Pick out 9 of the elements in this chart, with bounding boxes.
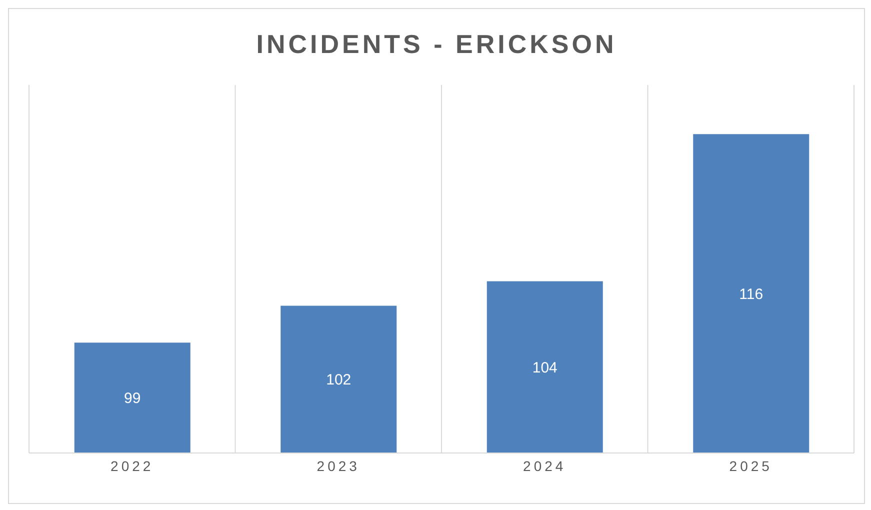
data-label: 104 [532, 359, 558, 376]
x-tick-label: 2022 [110, 458, 154, 474]
data-label: 99 [124, 390, 141, 408]
x-tick-label: 2023 [316, 458, 360, 474]
x-tick-label: 2025 [729, 458, 772, 474]
chart-title: INCIDENTS - ERICKSON [255, 28, 618, 61]
data-label: 116 [739, 286, 764, 303]
x-tick-label: 2024 [523, 458, 566, 474]
data-label: 102 [326, 372, 352, 389]
